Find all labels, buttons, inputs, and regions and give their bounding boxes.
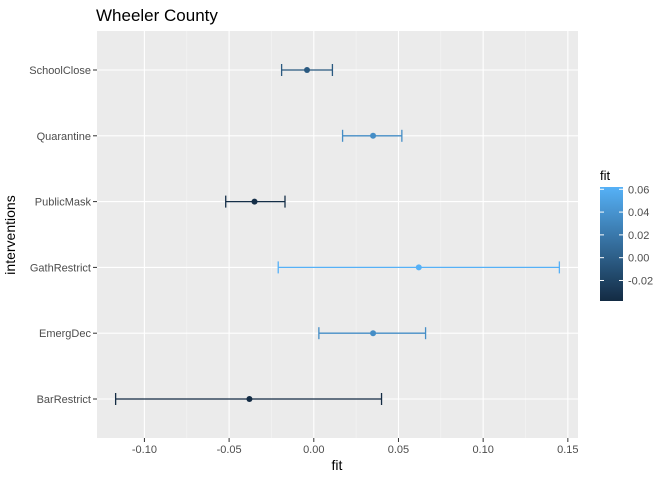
- errorbar-GathRestrict: [277, 261, 561, 274]
- colorbar-label: 0.02: [628, 230, 649, 242]
- x-tick-label: -0.10: [132, 444, 157, 456]
- x-tick-label: -0.05: [217, 444, 242, 456]
- colorbar: [600, 187, 623, 301]
- errorbar-SchoolClose: [280, 64, 334, 76]
- errorbar-Quarantine: [341, 129, 403, 142]
- x-tick-label: 0.00: [303, 444, 324, 456]
- colorbar-label: 0.04: [628, 207, 649, 219]
- y-tick-label: EmergDec: [39, 328, 91, 340]
- chart-title: Wheeler County: [96, 6, 218, 25]
- plot-panel: [97, 31, 578, 438]
- point-EmergDec: [370, 330, 377, 337]
- colorbar-label: 0.06: [628, 184, 649, 196]
- point-Quarantine: [370, 132, 377, 139]
- colorbar-label: 0.00: [628, 253, 649, 265]
- legend: fit -0.02 0.00 0.02 0.04 0.06: [600, 168, 653, 301]
- y-tick-label: Quarantine: [37, 131, 91, 143]
- marks: [114, 64, 561, 405]
- y-axis-title: interventions: [2, 195, 18, 274]
- x-tick-label: 0.15: [557, 444, 578, 456]
- y-tick-label: BarRestrict: [37, 394, 91, 406]
- errorbar-PublicMask: [225, 195, 286, 208]
- point-BarRestrict: [246, 396, 253, 402]
- y-tick-label: PublicMask: [35, 197, 92, 209]
- axes: -0.10 -0.05 0.00 0.05 0.10 0.15 SchoolClose Qua…: [29, 65, 578, 456]
- x-tick-label: 0.10: [472, 444, 493, 456]
- x-axis-title: fit: [332, 457, 343, 473]
- errorbar-EmergDec: [318, 327, 427, 340]
- y-tick-label: SchoolClose: [29, 65, 91, 77]
- x-tick-label: 0.05: [388, 444, 409, 456]
- point-GathRestrict: [415, 264, 422, 271]
- errorbar-BarRestrict: [114, 393, 383, 405]
- y-tick-label: GathRestrict: [30, 262, 91, 274]
- point-SchoolClose: [304, 67, 311, 73]
- point-PublicMask: [251, 198, 258, 205]
- colorbar-label: -0.02: [628, 275, 653, 287]
- legend-title: fit: [600, 168, 611, 183]
